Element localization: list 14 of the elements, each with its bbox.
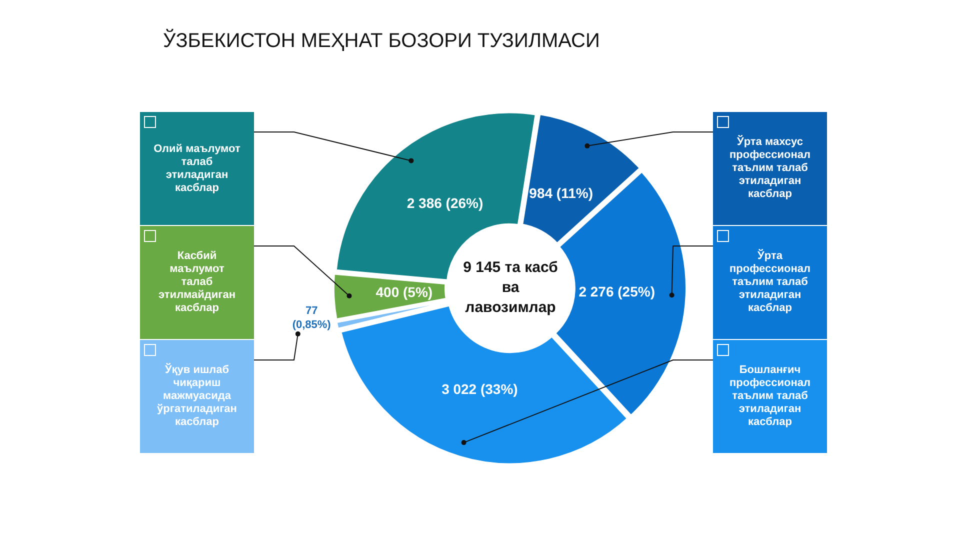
chart-title: ЎЗБЕКИСТОН МЕҲНАТ БОЗОРИ ТУЗИЛМАСИ	[163, 30, 600, 53]
legend-label: Касбий маълумот талаб этилмайдиган касблар	[157, 250, 237, 315]
legend-label: Ўрта махсус профессионал таълим талаб этиладиган касблар	[728, 136, 812, 201]
data-label: 3 022 (33%)	[442, 380, 518, 397]
data-label: 984 (11%)	[529, 185, 593, 202]
legend-label: Ўрта профессионал таълим талаб этиладиган касблар	[728, 250, 812, 315]
slice-label: Олий маълумот талаб этиладиган касблар	[153, 142, 241, 194]
text: 9 145 та касб ва лавозимлар	[463, 259, 558, 316]
data-label: 2 276 (25%)	[578, 284, 655, 300]
data-label: 400 (5%)	[376, 284, 433, 300]
legend-label: Бошланғич профессионал таълим талаб этиладиган касблар	[728, 364, 812, 429]
data-label: 2 386 (26%)	[406, 194, 484, 211]
data-label: 77 (0,85%)	[292, 304, 332, 331]
legend-label: Ўқув ишлаб чиқариш мажмуасида ўргатиладиган касблар	[156, 364, 238, 429]
